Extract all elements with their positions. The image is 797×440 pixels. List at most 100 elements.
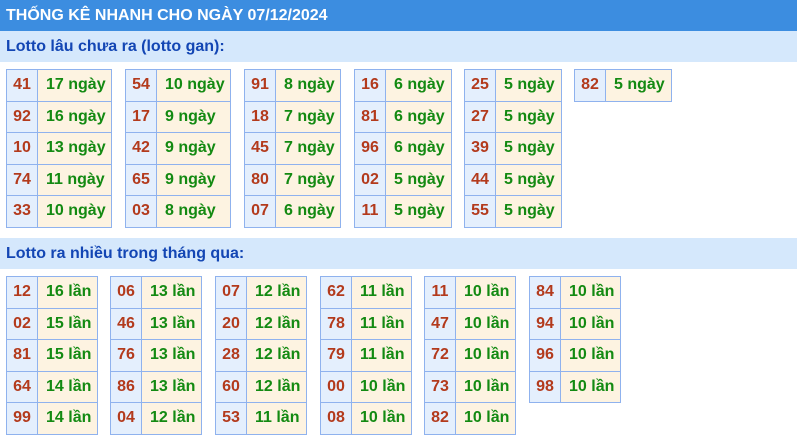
table-row: 82 10 lần — [424, 402, 516, 435]
table-row: 81 15 lần — [6, 339, 98, 372]
table-row: 11 5 ngày — [354, 195, 452, 228]
count-cell: 6 ngày — [385, 132, 452, 165]
nhieu-table: 12 16 lần 02 15 lần 81 15 lần 64 14 lần 99 14 lần — [6, 276, 98, 435]
table-row: 92 16 ngày — [6, 100, 112, 133]
count-cell: 9 ngày — [156, 163, 231, 196]
table-row: 10 13 ngày — [6, 132, 112, 165]
gan-table: 91 8 ngày 18 7 ngày 45 7 ngày 80 7 ngày 07 6 ngày — [244, 69, 341, 228]
nhieu-table: 07 12 lần 20 12 lần 28 12 lần 60 12 lần 53 11 lần — [215, 276, 307, 435]
number-cell: 07 — [244, 195, 276, 228]
count-cell: 8 ngày — [275, 69, 341, 102]
table-row: 73 10 lần — [424, 370, 516, 403]
count-cell: 15 lần — [37, 307, 98, 340]
number-cell: 06 — [110, 276, 142, 309]
table-row: 03 8 ngày — [125, 195, 231, 228]
number-cell: 96 — [529, 339, 561, 372]
table-row: 78 11 lần — [320, 307, 412, 340]
table-row: 60 12 lần — [215, 370, 307, 403]
section-title-lotto-gan: Lotto lâu chưa ra (lotto gan): — [0, 31, 797, 62]
number-cell: 42 — [125, 132, 157, 165]
count-cell: 10 lần — [455, 276, 516, 309]
table-row: 28 12 lần — [215, 339, 307, 372]
count-cell: 10 lần — [455, 402, 516, 435]
count-cell: 13 lần — [141, 276, 202, 309]
count-cell: 10 lần — [560, 307, 621, 340]
count-cell: 5 ngày — [495, 69, 562, 102]
count-cell: 11 lần — [351, 339, 412, 372]
gan-table: 82 5 ngày — [574, 69, 672, 102]
count-cell: 6 ngày — [385, 100, 452, 133]
number-cell: 02 — [354, 163, 386, 196]
nhieu-table: 06 13 lần 46 13 lần 76 13 lần 86 13 lần 04 12 lần — [110, 276, 202, 435]
table-row: 99 14 lần — [6, 402, 98, 435]
number-cell: 47 — [424, 307, 456, 340]
table-row: 08 10 lần — [320, 402, 412, 435]
count-cell: 12 lần — [246, 339, 307, 372]
number-cell: 65 — [125, 163, 157, 196]
number-cell: 39 — [464, 132, 496, 165]
number-cell: 55 — [464, 195, 496, 228]
table-row: 45 7 ngày — [244, 132, 341, 165]
count-cell: 10 lần — [351, 370, 412, 403]
table-row: 84 10 lần — [529, 276, 621, 309]
count-cell: 10 lần — [560, 276, 621, 309]
table-row: 64 14 lần — [6, 370, 98, 403]
table-row: 81 6 ngày — [354, 100, 452, 133]
table-row: 39 5 ngày — [464, 132, 562, 165]
number-cell: 07 — [215, 276, 247, 309]
count-cell: 5 ngày — [605, 69, 672, 102]
count-cell: 10 lần — [351, 402, 412, 435]
count-cell: 10 lần — [455, 307, 516, 340]
count-cell: 10 lần — [455, 370, 516, 403]
gan-table: 41 17 ngày 92 16 ngày 10 13 ngày 74 11 ngày 33 10… — [6, 69, 112, 228]
number-cell: 80 — [244, 163, 276, 196]
number-cell: 64 — [6, 370, 38, 403]
number-cell: 79 — [320, 339, 352, 372]
number-cell: 02 — [6, 307, 38, 340]
number-cell: 78 — [320, 307, 352, 340]
count-cell: 6 ngày — [385, 69, 452, 102]
table-row: 96 10 lần — [529, 339, 621, 372]
number-cell: 53 — [215, 402, 247, 435]
number-cell: 81 — [6, 339, 38, 372]
count-cell: 9 ngày — [156, 100, 231, 133]
count-cell: 11 lần — [246, 402, 307, 435]
count-cell: 12 lần — [246, 307, 307, 340]
table-row: 27 5 ngày — [464, 100, 562, 133]
number-cell: 76 — [110, 339, 142, 372]
number-cell: 46 — [110, 307, 142, 340]
number-cell: 82 — [424, 402, 456, 435]
number-cell: 18 — [244, 100, 276, 133]
table-row: 79 11 lần — [320, 339, 412, 372]
table-row: 74 11 ngày — [6, 163, 112, 196]
count-cell: 8 ngày — [156, 195, 231, 228]
number-cell: 92 — [6, 100, 38, 133]
table-row: 54 10 ngày — [125, 69, 231, 102]
table-row: 91 8 ngày — [244, 69, 341, 102]
number-cell: 45 — [244, 132, 276, 165]
number-cell: 12 — [6, 276, 38, 309]
table-row: 17 9 ngày — [125, 100, 231, 133]
number-cell: 73 — [424, 370, 456, 403]
table-row: 02 5 ngày — [354, 163, 452, 196]
gan-table: 54 10 ngày 17 9 ngày 42 9 ngày 65 9 ngày 03 8 ngà… — [125, 69, 231, 228]
number-cell: 16 — [354, 69, 386, 102]
number-cell: 99 — [6, 402, 38, 435]
count-cell: 5 ngày — [385, 195, 452, 228]
count-cell: 12 lần — [246, 276, 307, 309]
table-row: 06 13 lần — [110, 276, 202, 309]
gan-table: 16 6 ngày 81 6 ngày 96 6 ngày 02 5 ngày 11 5 ngày — [354, 69, 452, 228]
count-cell: 10 lần — [455, 339, 516, 372]
number-cell: 72 — [424, 339, 456, 372]
table-row: 53 11 lần — [215, 402, 307, 435]
count-cell: 10 lần — [560, 370, 621, 403]
count-cell: 15 lần — [37, 339, 98, 372]
count-cell: 10 ngày — [156, 69, 231, 102]
number-cell: 91 — [244, 69, 276, 102]
number-cell: 00 — [320, 370, 352, 403]
nhieu-table: 11 10 lần 47 10 lần 72 10 lần 73 10 lần 82 10 lần — [424, 276, 516, 435]
count-cell: 17 ngày — [37, 69, 112, 102]
number-cell: 04 — [110, 402, 142, 435]
count-cell: 5 ngày — [495, 195, 562, 228]
table-row: 72 10 lần — [424, 339, 516, 372]
